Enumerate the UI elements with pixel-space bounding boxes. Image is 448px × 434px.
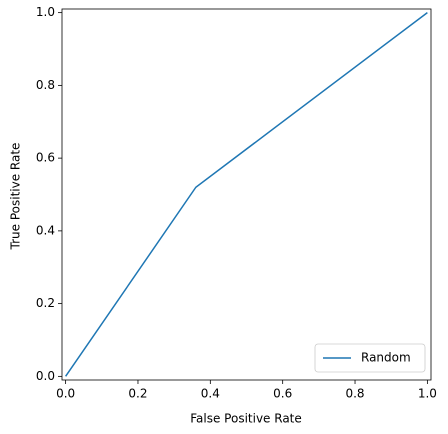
y-tick-label: 0.2 — [36, 296, 55, 310]
y-tick-label: 1.0 — [36, 5, 55, 19]
x-tick-label: 0.6 — [273, 387, 292, 401]
y-tick-label: 0.6 — [36, 151, 55, 165]
x-tick-label: 0.2 — [128, 387, 147, 401]
x-tick-label: 0.0 — [56, 387, 75, 401]
y-tick-label: 0.0 — [36, 369, 55, 383]
x-tick-label: 0.4 — [201, 387, 220, 401]
line-series — [64, 12, 428, 377]
y-tick-label: 0.4 — [36, 223, 55, 237]
x-axis-label: False Positive Rate — [190, 412, 302, 426]
x-tick-label: 0.8 — [345, 387, 364, 401]
plot-frame — [61, 8, 432, 381]
x-tick-label: 1.0 — [418, 387, 437, 401]
y-tick-label: 0.8 — [36, 78, 55, 92]
legend-label: Random — [361, 351, 411, 365]
y-axis-label: True Positive Rate — [9, 143, 23, 251]
legend-box — [314, 343, 426, 373]
